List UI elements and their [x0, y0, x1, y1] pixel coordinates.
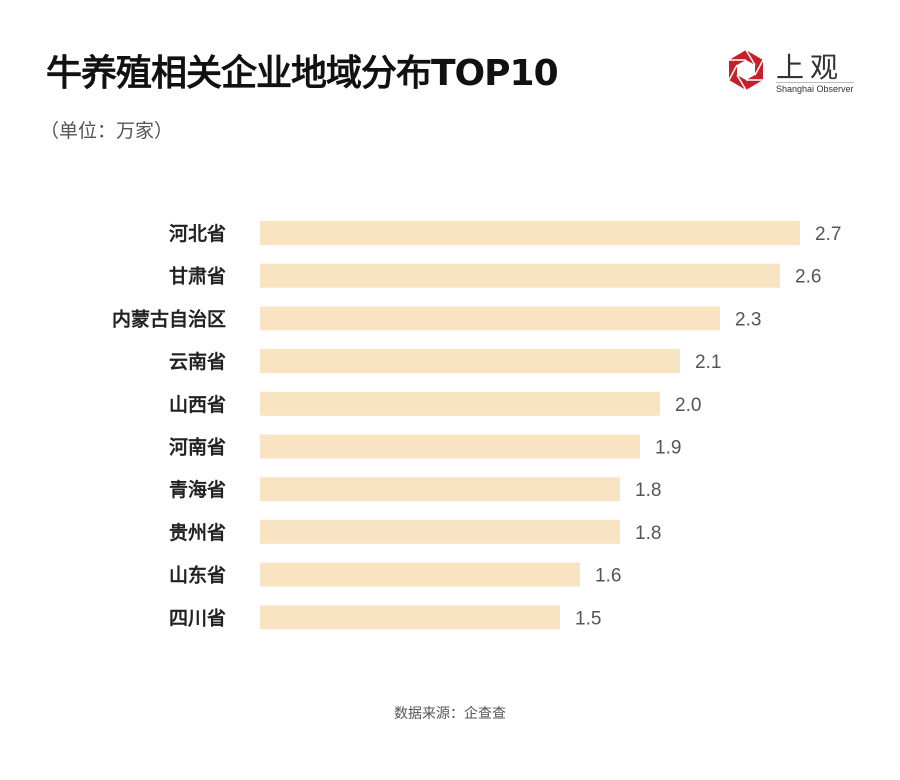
bar-1 — [260, 263, 780, 288]
value-label: 2.0 — [675, 395, 701, 416]
value-label: 2.6 — [795, 267, 821, 288]
value-label: 1.8 — [635, 523, 661, 544]
value-label: 1.9 — [655, 438, 681, 459]
value-label: 2.1 — [695, 352, 721, 373]
logo-text: 上观 — [776, 51, 845, 84]
value-label: 1.6 — [595, 566, 621, 587]
category-label: 云南省 — [169, 351, 226, 373]
value-label: 1.5 — [575, 608, 601, 629]
category-label: 四川省 — [169, 607, 226, 629]
bar-0 — [260, 221, 800, 245]
category-label: 山东省 — [169, 564, 226, 587]
bar-5 — [260, 434, 640, 459]
bar-3 — [260, 349, 680, 374]
bar-4 — [260, 391, 660, 416]
bar-2 — [260, 306, 720, 331]
chart-title: 牛养殖相关企业地域分布TOP10 — [46, 53, 559, 94]
bar-8 — [260, 562, 580, 587]
category-label: 贵州省 — [169, 522, 226, 544]
shanghai-observer-logo: 上观 Shanghai Observer — [724, 46, 864, 96]
bar-9 — [260, 605, 560, 630]
category-label: 甘肃省 — [169, 265, 226, 288]
category-label: 内蒙古自治区 — [112, 307, 226, 330]
bar-6 — [260, 477, 620, 502]
logo-subtext: Shanghai Observer — [776, 82, 854, 94]
value-label: 2.3 — [735, 309, 761, 330]
value-label: 2.7 — [815, 224, 841, 245]
value-label: 1.8 — [635, 480, 661, 501]
category-label: 青海省 — [169, 478, 226, 501]
source-note: 数据来源：企查查 — [394, 706, 506, 722]
category-label: 河南省 — [169, 437, 226, 459]
unit-label: （单位：万家） — [40, 120, 174, 142]
category-label: 山西省 — [169, 394, 226, 416]
logo-hexagon-icon — [728, 49, 764, 91]
bar-7 — [260, 519, 620, 544]
category-label: 河北省 — [169, 223, 226, 245]
